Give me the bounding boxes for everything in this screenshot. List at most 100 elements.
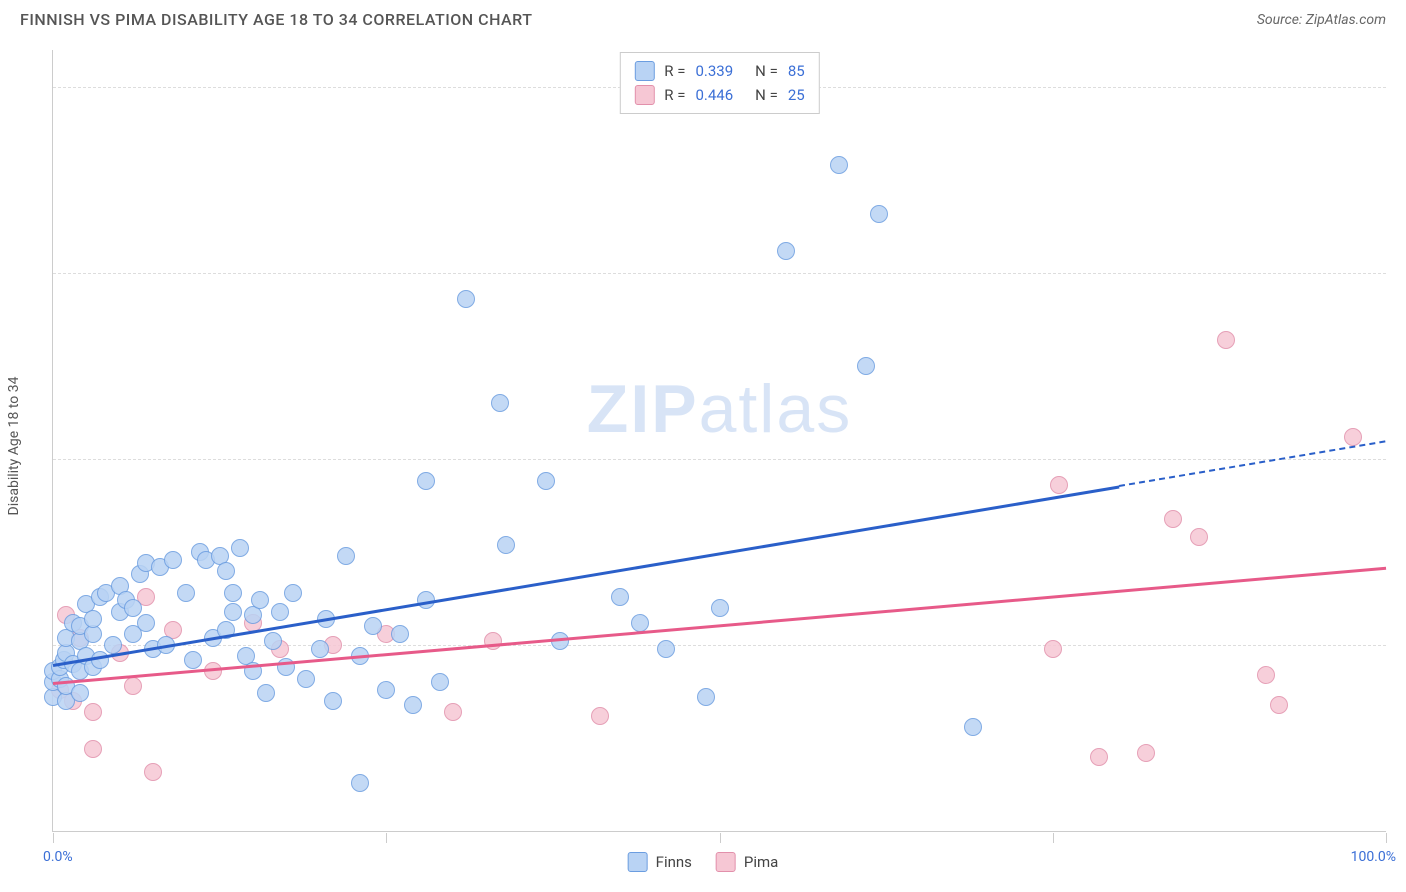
gridline-h	[53, 273, 1386, 274]
data-point-finns	[417, 472, 435, 490]
header-bar: FINNISH VS PIMA DISABILITY AGE 18 TO 34 …	[0, 0, 1406, 35]
data-point-finns	[257, 684, 275, 702]
r-value-pima: 0.446	[695, 83, 733, 107]
data-point-finns	[404, 696, 422, 714]
data-point-finns	[377, 681, 395, 699]
x-axis-label-max: 100.0%	[1351, 849, 1396, 865]
data-point-pima	[1044, 640, 1062, 658]
data-point-finns	[611, 588, 629, 606]
data-point-finns	[631, 614, 649, 632]
data-point-finns	[337, 547, 355, 565]
data-point-finns	[711, 599, 729, 617]
data-point-finns	[777, 242, 795, 260]
data-point-finns	[537, 472, 555, 490]
legend-item-finns: Finns	[628, 852, 692, 872]
data-point-finns	[271, 603, 289, 621]
data-point-finns	[251, 591, 269, 609]
data-point-pima	[144, 763, 162, 781]
data-point-pima	[444, 703, 462, 721]
data-point-finns	[497, 536, 515, 554]
data-point-pima	[1257, 666, 1275, 684]
legend-label-finns: Finns	[656, 853, 692, 871]
data-point-finns	[184, 651, 202, 669]
data-point-finns	[84, 610, 102, 628]
r-label: R =	[664, 83, 685, 107]
data-point-finns	[91, 651, 109, 669]
data-point-pima	[1137, 744, 1155, 762]
data-point-pima	[84, 703, 102, 721]
stats-legend-row-pima: R = 0.446 N = 25	[634, 83, 804, 107]
stats-legend: R = 0.339 N = 85 R = 0.446 N = 25	[619, 52, 819, 114]
legend-label-pima: Pima	[744, 853, 778, 871]
data-point-pima	[484, 632, 502, 650]
data-point-finns	[364, 617, 382, 635]
data-point-finns	[491, 394, 509, 412]
data-point-finns	[857, 357, 875, 375]
scatter-chart: ZIPatlas R = 0.339 N = 85 R = 0.446 N = …	[52, 50, 1386, 832]
gridline-h	[53, 645, 1386, 646]
watermark: ZIPatlas	[587, 370, 852, 448]
data-point-pima	[591, 707, 609, 725]
trendline-finns-extrapolated	[1119, 441, 1386, 488]
x-tick	[1386, 833, 1387, 843]
data-point-finns	[284, 584, 302, 602]
n-value-finns: 85	[788, 59, 805, 83]
data-point-pima	[124, 677, 142, 695]
x-tick	[1053, 833, 1054, 843]
r-value-finns: 0.339	[695, 59, 733, 83]
data-point-finns	[231, 539, 249, 557]
data-point-finns	[71, 684, 89, 702]
swatch-pima	[634, 85, 654, 105]
data-point-finns	[351, 774, 369, 792]
data-point-finns	[457, 290, 475, 308]
data-point-finns	[224, 603, 242, 621]
n-value-pima: 25	[788, 83, 805, 107]
data-point-pima	[1050, 476, 1068, 494]
legend-item-pima: Pima	[716, 852, 778, 872]
data-point-finns	[104, 636, 122, 654]
swatch-finns	[628, 852, 648, 872]
data-point-finns	[217, 562, 235, 580]
data-point-finns	[137, 614, 155, 632]
data-point-pima	[1164, 510, 1182, 528]
swatch-finns	[634, 61, 654, 81]
data-point-finns	[297, 670, 315, 688]
data-point-finns	[551, 632, 569, 650]
x-tick	[386, 833, 387, 843]
chart-title: FINNISH VS PIMA DISABILITY AGE 18 TO 34 …	[20, 10, 532, 29]
x-tick	[53, 833, 54, 843]
data-point-finns	[224, 584, 242, 602]
data-point-finns	[324, 692, 342, 710]
data-point-finns	[391, 625, 409, 643]
watermark-bold: ZIP	[587, 371, 699, 447]
gridline-h	[53, 459, 1386, 460]
data-point-pima	[1190, 528, 1208, 546]
data-point-finns	[830, 156, 848, 174]
data-point-finns	[177, 584, 195, 602]
data-point-finns	[311, 640, 329, 658]
n-label: N =	[755, 59, 778, 83]
y-axis-title: Disability Age 18 to 34	[6, 377, 22, 516]
data-point-pima	[1344, 428, 1362, 446]
data-point-finns	[124, 599, 142, 617]
swatch-pima	[716, 852, 736, 872]
data-point-finns	[964, 718, 982, 736]
data-point-finns	[870, 205, 888, 223]
data-point-finns	[697, 688, 715, 706]
data-point-pima	[1217, 331, 1235, 349]
n-label: N =	[755, 83, 778, 107]
watermark-light: atlas	[699, 371, 853, 447]
data-point-finns	[431, 673, 449, 691]
data-point-finns	[264, 632, 282, 650]
stats-legend-row-finns: R = 0.339 N = 85	[634, 59, 804, 83]
data-point-pima	[84, 740, 102, 758]
x-axis-label-min: 0.0%	[43, 849, 73, 865]
data-point-finns	[164, 551, 182, 569]
data-point-pima	[1270, 696, 1288, 714]
data-point-finns	[657, 640, 675, 658]
series-legend: Finns Pima	[628, 852, 779, 872]
r-label: R =	[664, 59, 685, 83]
data-point-pima	[1090, 748, 1108, 766]
trendline-finns	[53, 485, 1120, 666]
source-attribution: Source: ZipAtlas.com	[1257, 12, 1386, 28]
